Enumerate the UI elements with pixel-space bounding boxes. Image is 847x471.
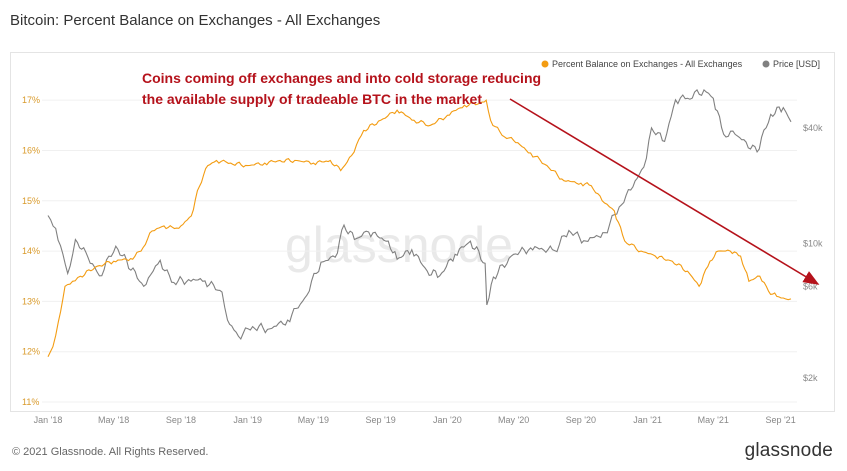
left-tick-label: 12% <box>22 347 40 357</box>
left-tick-label: 17% <box>22 95 40 105</box>
x-tick-label: Jan '21 <box>633 415 662 425</box>
series-line-price <box>47 88 792 341</box>
x-tick-label: Sep '19 <box>366 415 396 425</box>
x-tick-label: Sep '18 <box>166 415 196 425</box>
x-tick-label: Jan '19 <box>233 415 262 425</box>
annotation-line-2: the available supply of tradeable BTC in… <box>142 91 482 107</box>
left-tick-label: 14% <box>22 246 40 256</box>
left-tick-label: 11% <box>22 397 39 407</box>
legend-label-balance: Percent Balance on Exchanges - All Excha… <box>552 59 743 69</box>
brand-logo: glassnode <box>744 440 833 461</box>
legend-dot-balance <box>541 60 549 68</box>
legend-dot-price <box>762 60 770 68</box>
left-axis: 11% 12% 13% 14% 15% 16% 17% <box>22 95 40 407</box>
left-tick-label: 15% <box>22 196 40 206</box>
right-tick-label: $2k <box>803 373 818 383</box>
series-lines <box>47 88 792 357</box>
legend[interactable]: Percent Balance on Exchanges - All Excha… <box>541 59 821 69</box>
annotation-line-1: Coins coming off exchanges and into cold… <box>142 70 541 86</box>
x-axis: Jan '18 May '18 Sep '18 Jan '19 May '19 Sep '… <box>34 415 796 425</box>
grid <box>42 99 797 403</box>
x-tick-label: Jan '20 <box>433 415 462 425</box>
watermark: glassnode <box>285 217 513 273</box>
right-tick-label: $6k <box>803 281 818 291</box>
chart-title: Bitcoin: Percent Balance on Exchanges - … <box>10 12 381 29</box>
left-tick-label: 16% <box>22 145 40 155</box>
x-tick-label: May '21 <box>698 415 729 425</box>
chart-frame <box>10 52 835 412</box>
x-tick-label: Sep '20 <box>566 415 596 425</box>
trend-arrow <box>509 98 820 285</box>
x-tick-label: May '19 <box>298 415 329 425</box>
x-tick-label: May '18 <box>98 415 129 425</box>
right-axis: $2k $6k $10k $40k <box>803 123 823 383</box>
legend-label-price: Price [USD] <box>773 59 820 69</box>
left-tick-label: 13% <box>22 296 40 306</box>
right-tick-label: $10k <box>803 239 823 249</box>
x-tick-label: May '20 <box>498 415 529 425</box>
right-tick-label: $40k <box>803 123 823 133</box>
x-tick-label: Jan '18 <box>34 415 63 425</box>
x-tick-label: Sep '21 <box>765 415 795 425</box>
series-line-balance <box>47 99 792 357</box>
copyright: © 2021 Glassnode. All Rights Reserved. <box>12 446 209 458</box>
